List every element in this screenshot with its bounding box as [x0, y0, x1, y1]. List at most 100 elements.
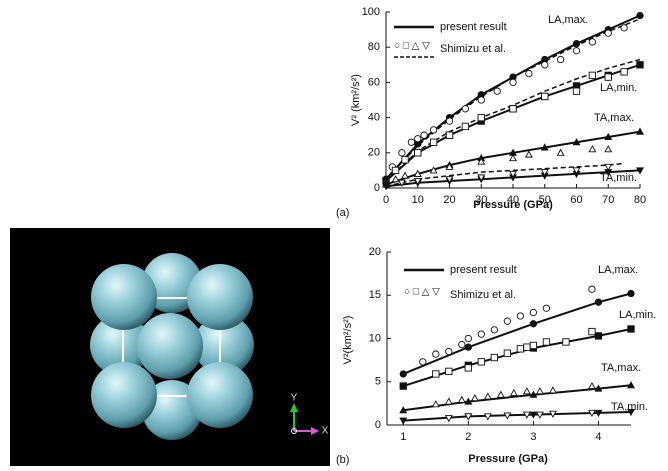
- marker: [548, 410, 557, 418]
- marker: [503, 412, 512, 420]
- marker: [604, 145, 613, 153]
- marker: [391, 175, 400, 183]
- marker: [523, 343, 531, 351]
- marker: [588, 145, 597, 153]
- curve-label: LA,min.: [619, 309, 656, 321]
- marker: [556, 55, 565, 64]
- marker: [464, 413, 473, 421]
- marker: [503, 349, 512, 357]
- marker: [429, 166, 438, 174]
- legend-symbols: ○ □ △ ▽: [404, 287, 440, 298]
- marker: [572, 47, 581, 55]
- marker: [542, 338, 551, 346]
- marker: [401, 171, 410, 179]
- x-tick-label: 50: [539, 194, 551, 206]
- panel-label: (b): [336, 454, 349, 466]
- marker: [522, 387, 531, 395]
- marker: [419, 358, 427, 366]
- marker: [548, 386, 557, 394]
- marker: [572, 167, 581, 175]
- x-tick-label: 10: [412, 194, 424, 206]
- y-tick-label: 100: [362, 6, 380, 18]
- marker: [445, 176, 454, 184]
- marker: [401, 156, 409, 164]
- marker: [483, 413, 492, 421]
- chart: 0 5 10 15 20 1 2 3 4 Pressure (GPa) V²(km²/s²) (b) L…: [336, 246, 656, 466]
- marker: [464, 334, 472, 343]
- marker: [461, 122, 470, 131]
- marker: [445, 367, 453, 376]
- y-tick-label: 0: [374, 182, 380, 194]
- x-tick-label: 2: [465, 431, 471, 443]
- marker: [572, 138, 581, 146]
- marker: [604, 29, 612, 37]
- marker: [477, 174, 486, 182]
- marker: [620, 24, 628, 32]
- marker: [444, 397, 453, 405]
- panel-label: (a): [336, 207, 349, 219]
- x-tick-label: 60: [570, 194, 582, 206]
- marker: [509, 153, 517, 162]
- marker: [391, 166, 400, 175]
- x-tick-label: 80: [634, 194, 646, 206]
- marker: [464, 397, 473, 405]
- marker: [399, 417, 408, 425]
- marker: [627, 381, 635, 389]
- marker: [464, 364, 472, 372]
- x-tick-label: 0: [383, 194, 389, 206]
- marker: [620, 68, 628, 76]
- marker: [541, 92, 549, 101]
- x-axis-title: Pressure (GPa): [473, 199, 553, 211]
- marker: [399, 406, 408, 414]
- series-line: [385, 162, 625, 187]
- marker: [636, 127, 644, 135]
- y-tick-label: 20: [369, 246, 381, 258]
- marker: [398, 149, 406, 157]
- marker: [540, 169, 549, 177]
- y-tick-label: 10: [369, 332, 381, 344]
- marker: [529, 341, 538, 350]
- marker: [636, 61, 644, 69]
- marker: [572, 87, 581, 95]
- marker: [556, 148, 565, 156]
- marker: [445, 162, 454, 170]
- marker: [432, 350, 440, 358]
- series-line: [385, 18, 641, 180]
- marker: [490, 326, 499, 334]
- y-tick-label: 40: [368, 112, 380, 124]
- marker: [420, 131, 428, 139]
- marker: [627, 325, 635, 333]
- curve-label: LA,max.: [548, 14, 588, 26]
- marker: [413, 177, 422, 186]
- marker: [535, 387, 544, 395]
- marker: [529, 390, 538, 398]
- legend-label: Shimizu et al.: [440, 43, 506, 55]
- x-tick-label: 20: [443, 194, 455, 206]
- marker: [445, 117, 454, 125]
- y-axis-title: V²(km²/s²): [342, 316, 354, 365]
- chart: 0 20 40 60 80 100 0 10 20 30 40 50 60 70 80 Pressure (G…: [336, 6, 646, 219]
- y-tick-label: 5: [375, 376, 381, 388]
- marker: [477, 358, 485, 366]
- curve-label: LA,max.: [598, 264, 638, 276]
- marker: [445, 347, 453, 356]
- marker: [407, 138, 416, 146]
- marker: [604, 73, 612, 81]
- marker: [587, 381, 596, 390]
- axis-label-y: Y: [291, 393, 298, 404]
- legend-label: present result: [450, 264, 517, 276]
- crystal-image: Y X: [10, 228, 330, 466]
- marker: [509, 105, 517, 113]
- marker: [594, 384, 603, 392]
- y-tick-label: 80: [368, 41, 380, 53]
- marker: [529, 411, 538, 419]
- marker: [399, 370, 407, 378]
- marker: [431, 400, 440, 408]
- marker: [445, 131, 454, 139]
- marker: [594, 409, 603, 418]
- y-tick-label: 0: [375, 419, 381, 431]
- marker: [604, 163, 613, 172]
- marker: [493, 87, 501, 95]
- marker: [627, 409, 635, 417]
